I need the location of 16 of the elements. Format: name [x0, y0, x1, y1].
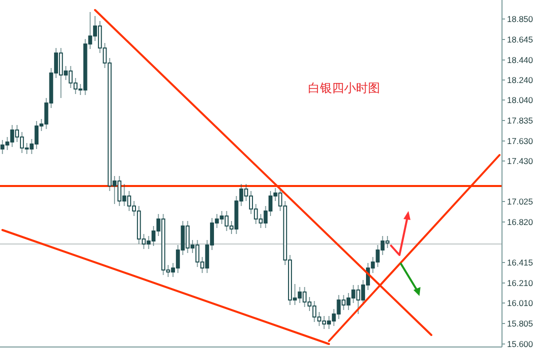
y-tick-label: 16.010	[507, 298, 534, 308]
y-tick-label: 17.430	[507, 156, 534, 166]
y-tick-label: 18.240	[507, 74, 534, 85]
y-tick-label: 18.040	[507, 94, 534, 105]
y-tick-label: 18.850	[507, 14, 534, 24]
y-tick-label: 16.415	[507, 257, 534, 268]
y-tick-label: 18.440	[507, 54, 534, 65]
y-tick-label: 15.805	[507, 318, 534, 328]
y-tick-label: 17.835	[507, 115, 534, 126]
y-tick-label: 17.630	[507, 136, 534, 146]
y-tick-label: 15.600	[507, 338, 534, 349]
y-tick-label: 16.820	[507, 216, 534, 227]
y-tick-label: 16.210	[507, 278, 534, 288]
text: 白银四小时图	[308, 81, 380, 95]
y-tick-label: 17.025	[507, 196, 534, 206]
y-tick-label: 18.645	[507, 34, 534, 44]
